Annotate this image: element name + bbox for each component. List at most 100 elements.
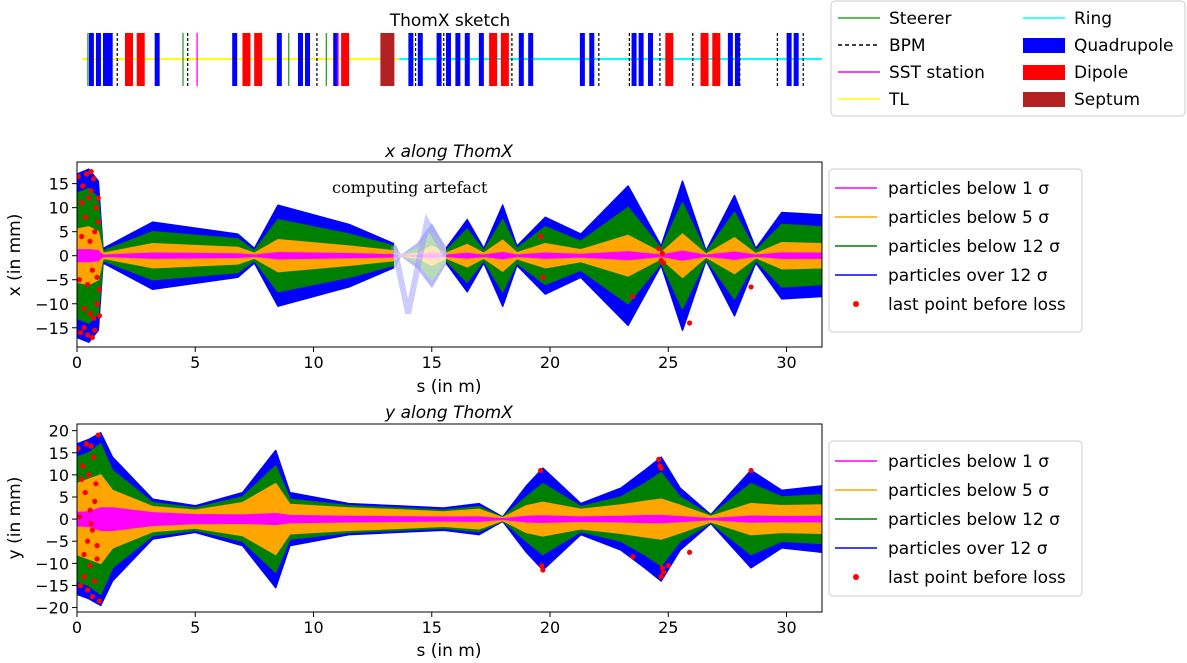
sketch-legend-item: Quadrupole: [1023, 36, 1174, 56]
x-tick-label: 10: [303, 353, 323, 372]
y-tick-label: 10: [49, 199, 69, 218]
trajectory-line: [77, 477, 822, 519]
legend-label: particles below 1 σ: [888, 452, 1049, 472]
sketch-quadrupole: [631, 33, 637, 86]
sketch-legend-label: Ring: [1074, 9, 1112, 29]
loss-point: [79, 476, 85, 482]
loss-point: [85, 332, 91, 338]
sketch-quadrupole: [528, 33, 534, 86]
legend-item: particles below 5 σ: [835, 208, 1049, 228]
sketch-legend-item: BPM: [838, 36, 926, 56]
x-tick-label: 0: [72, 618, 82, 637]
loss-point: [94, 543, 100, 549]
loss-point: [748, 467, 754, 474]
y-tick-label: 10: [49, 466, 69, 485]
x-plot-frame: [76, 161, 823, 348]
y-tick-label: −15: [35, 576, 69, 595]
loss-point: [86, 195, 92, 201]
y-plot-xlabel: s (in m): [417, 641, 482, 661]
loss-point: [537, 467, 544, 474]
legend-item: particles below 1 σ: [835, 179, 1049, 199]
loss-point: [630, 293, 636, 300]
loss-point: [656, 245, 662, 252]
loss-point: [81, 551, 87, 558]
x-tick-label: 20: [540, 618, 560, 637]
sketch-legend-label: TL: [888, 90, 909, 110]
loss-point: [540, 274, 546, 280]
sketch-quadrupole: [107, 33, 113, 86]
legend-label: particles below 5 σ: [888, 208, 1049, 228]
trajectory-line: [77, 239, 822, 257]
sketch-quadrupole: [408, 33, 414, 86]
y-tick-label: −10: [35, 295, 69, 314]
trajectory-line: [77, 255, 822, 307]
trajectory-line: [77, 255, 822, 278]
loss-point: [82, 489, 88, 496]
loss-point: [81, 305, 87, 312]
y-tick-label: −20: [35, 599, 69, 618]
y-plot-frame: [76, 423, 823, 613]
sketch-quadrupole: [638, 33, 644, 86]
loss-point: [539, 562, 545, 569]
sketch-legend-swatch: [1023, 92, 1065, 107]
sketch-quadrupole: [518, 33, 524, 86]
loss-point: [77, 514, 82, 520]
loss-point: [89, 593, 95, 600]
sketch-dipole: [254, 33, 263, 86]
legend-item: particles below 5 σ: [835, 481, 1049, 501]
legend-label: particles below 12 σ: [888, 510, 1060, 530]
sketch-legend-item: Ring: [1023, 9, 1112, 29]
x-tick-label: 20: [540, 353, 560, 372]
legend-swatch: [853, 574, 859, 580]
sketch-legend-label: Steerer: [889, 9, 951, 29]
sketch-quadrupole: [455, 33, 461, 86]
trajectory-line: [77, 255, 822, 262]
trajectory-line: [77, 255, 822, 319]
y-tick-label: −10: [35, 554, 69, 573]
loss-point: [660, 260, 667, 266]
y-tick-label: 15: [49, 444, 69, 463]
trajectory-line: [77, 520, 822, 590]
loss-point: [665, 562, 671, 569]
x-tick-label: 30: [776, 618, 796, 637]
trajectory-line: [77, 175, 822, 257]
y-tick-label: 0: [59, 510, 69, 529]
trajectory-line: [77, 233, 822, 257]
sketch-quadrupole: [95, 33, 101, 86]
x-tick-label: 5: [190, 618, 200, 637]
loss-point: [86, 472, 92, 478]
sketch-legend-label: Dipole: [1074, 63, 1128, 83]
sketch-dipole: [136, 33, 145, 86]
sketch-dipole: [489, 33, 498, 86]
x-tick-label: 15: [422, 353, 442, 372]
x-tick-label: 10: [303, 618, 323, 637]
loss-point: [92, 578, 98, 584]
loss-point: [85, 538, 91, 544]
loss-point: [87, 238, 93, 244]
loss-point: [658, 465, 664, 471]
loss-point: [79, 200, 85, 206]
loss-point: [659, 565, 665, 571]
sketch-quadrupole: [793, 33, 799, 86]
loss-point: [92, 498, 98, 505]
loss-point: [90, 315, 97, 321]
loss-point: [96, 286, 103, 292]
loss-point: [660, 569, 667, 575]
sketch-legend-label: BPM: [889, 36, 926, 56]
y-tick-label: −5: [45, 532, 69, 551]
legend-label: last point before loss: [888, 568, 1066, 588]
sketch-quadrupole: [436, 33, 442, 86]
y-plot-legend: particles below 1 σ particles below 5 σ pa…: [828, 440, 1083, 597]
loss-point: [93, 481, 99, 487]
legend-label: particles over 12 σ: [888, 539, 1048, 559]
loss-point: [96, 598, 103, 604]
y-plot-ylabel: y (in mm): [5, 477, 25, 560]
legend-label: particles over 12 σ: [888, 266, 1048, 286]
loss-point: [83, 441, 90, 447]
loss-point: [686, 549, 693, 555]
loss-point: [658, 574, 664, 580]
x-tick-label: 25: [658, 353, 678, 372]
thomx-sketch: ThomX sketch: [82, 11, 822, 86]
sketch-legend-swatch: [1023, 38, 1065, 53]
